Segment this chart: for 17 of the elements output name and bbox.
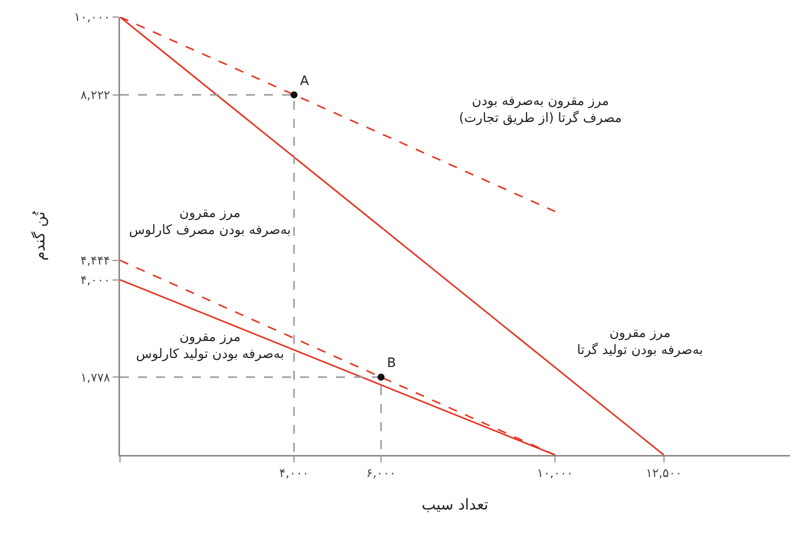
annotation: B — [387, 356, 396, 371]
y-tick-label: ۱,۷۷۸ — [80, 370, 111, 384]
x-tick-label: ۱۲,۵۰۰ — [646, 466, 682, 480]
y-axis-title: تُن گندم — [30, 211, 49, 261]
annotation: مرز مقرون به‌صرفه بودن تولید گرتا — [577, 326, 704, 358]
y-tick-label: ۴,۴۴۴ — [80, 254, 110, 268]
annotation: مرز مقرون به‌صرفه بودن مصرف گرتا (از طریق تجارت) — [459, 94, 622, 126]
y-tick-label: ۴,۰۰۰ — [80, 273, 110, 287]
annotation: A — [300, 74, 309, 89]
x-tick-label: ۴,۰۰۰ — [279, 466, 309, 480]
x-axis-title: تعداد سیب — [422, 496, 488, 514]
annotation: مرز مقرون به‌صرفه بودن مصرف کارلوس — [129, 206, 291, 238]
y-tick-label: ۸,۲۲۲ — [80, 88, 110, 102]
x-tick-label: ۶,۰۰۰ — [366, 466, 396, 480]
x-tick-label: ۱۰,۰۰۰ — [537, 466, 574, 480]
annotation: مرز مقرون به‌صرفه بودن تولید کارلوس — [136, 330, 284, 362]
y-tick-label: ۱۰,۰۰۰ — [74, 10, 110, 24]
